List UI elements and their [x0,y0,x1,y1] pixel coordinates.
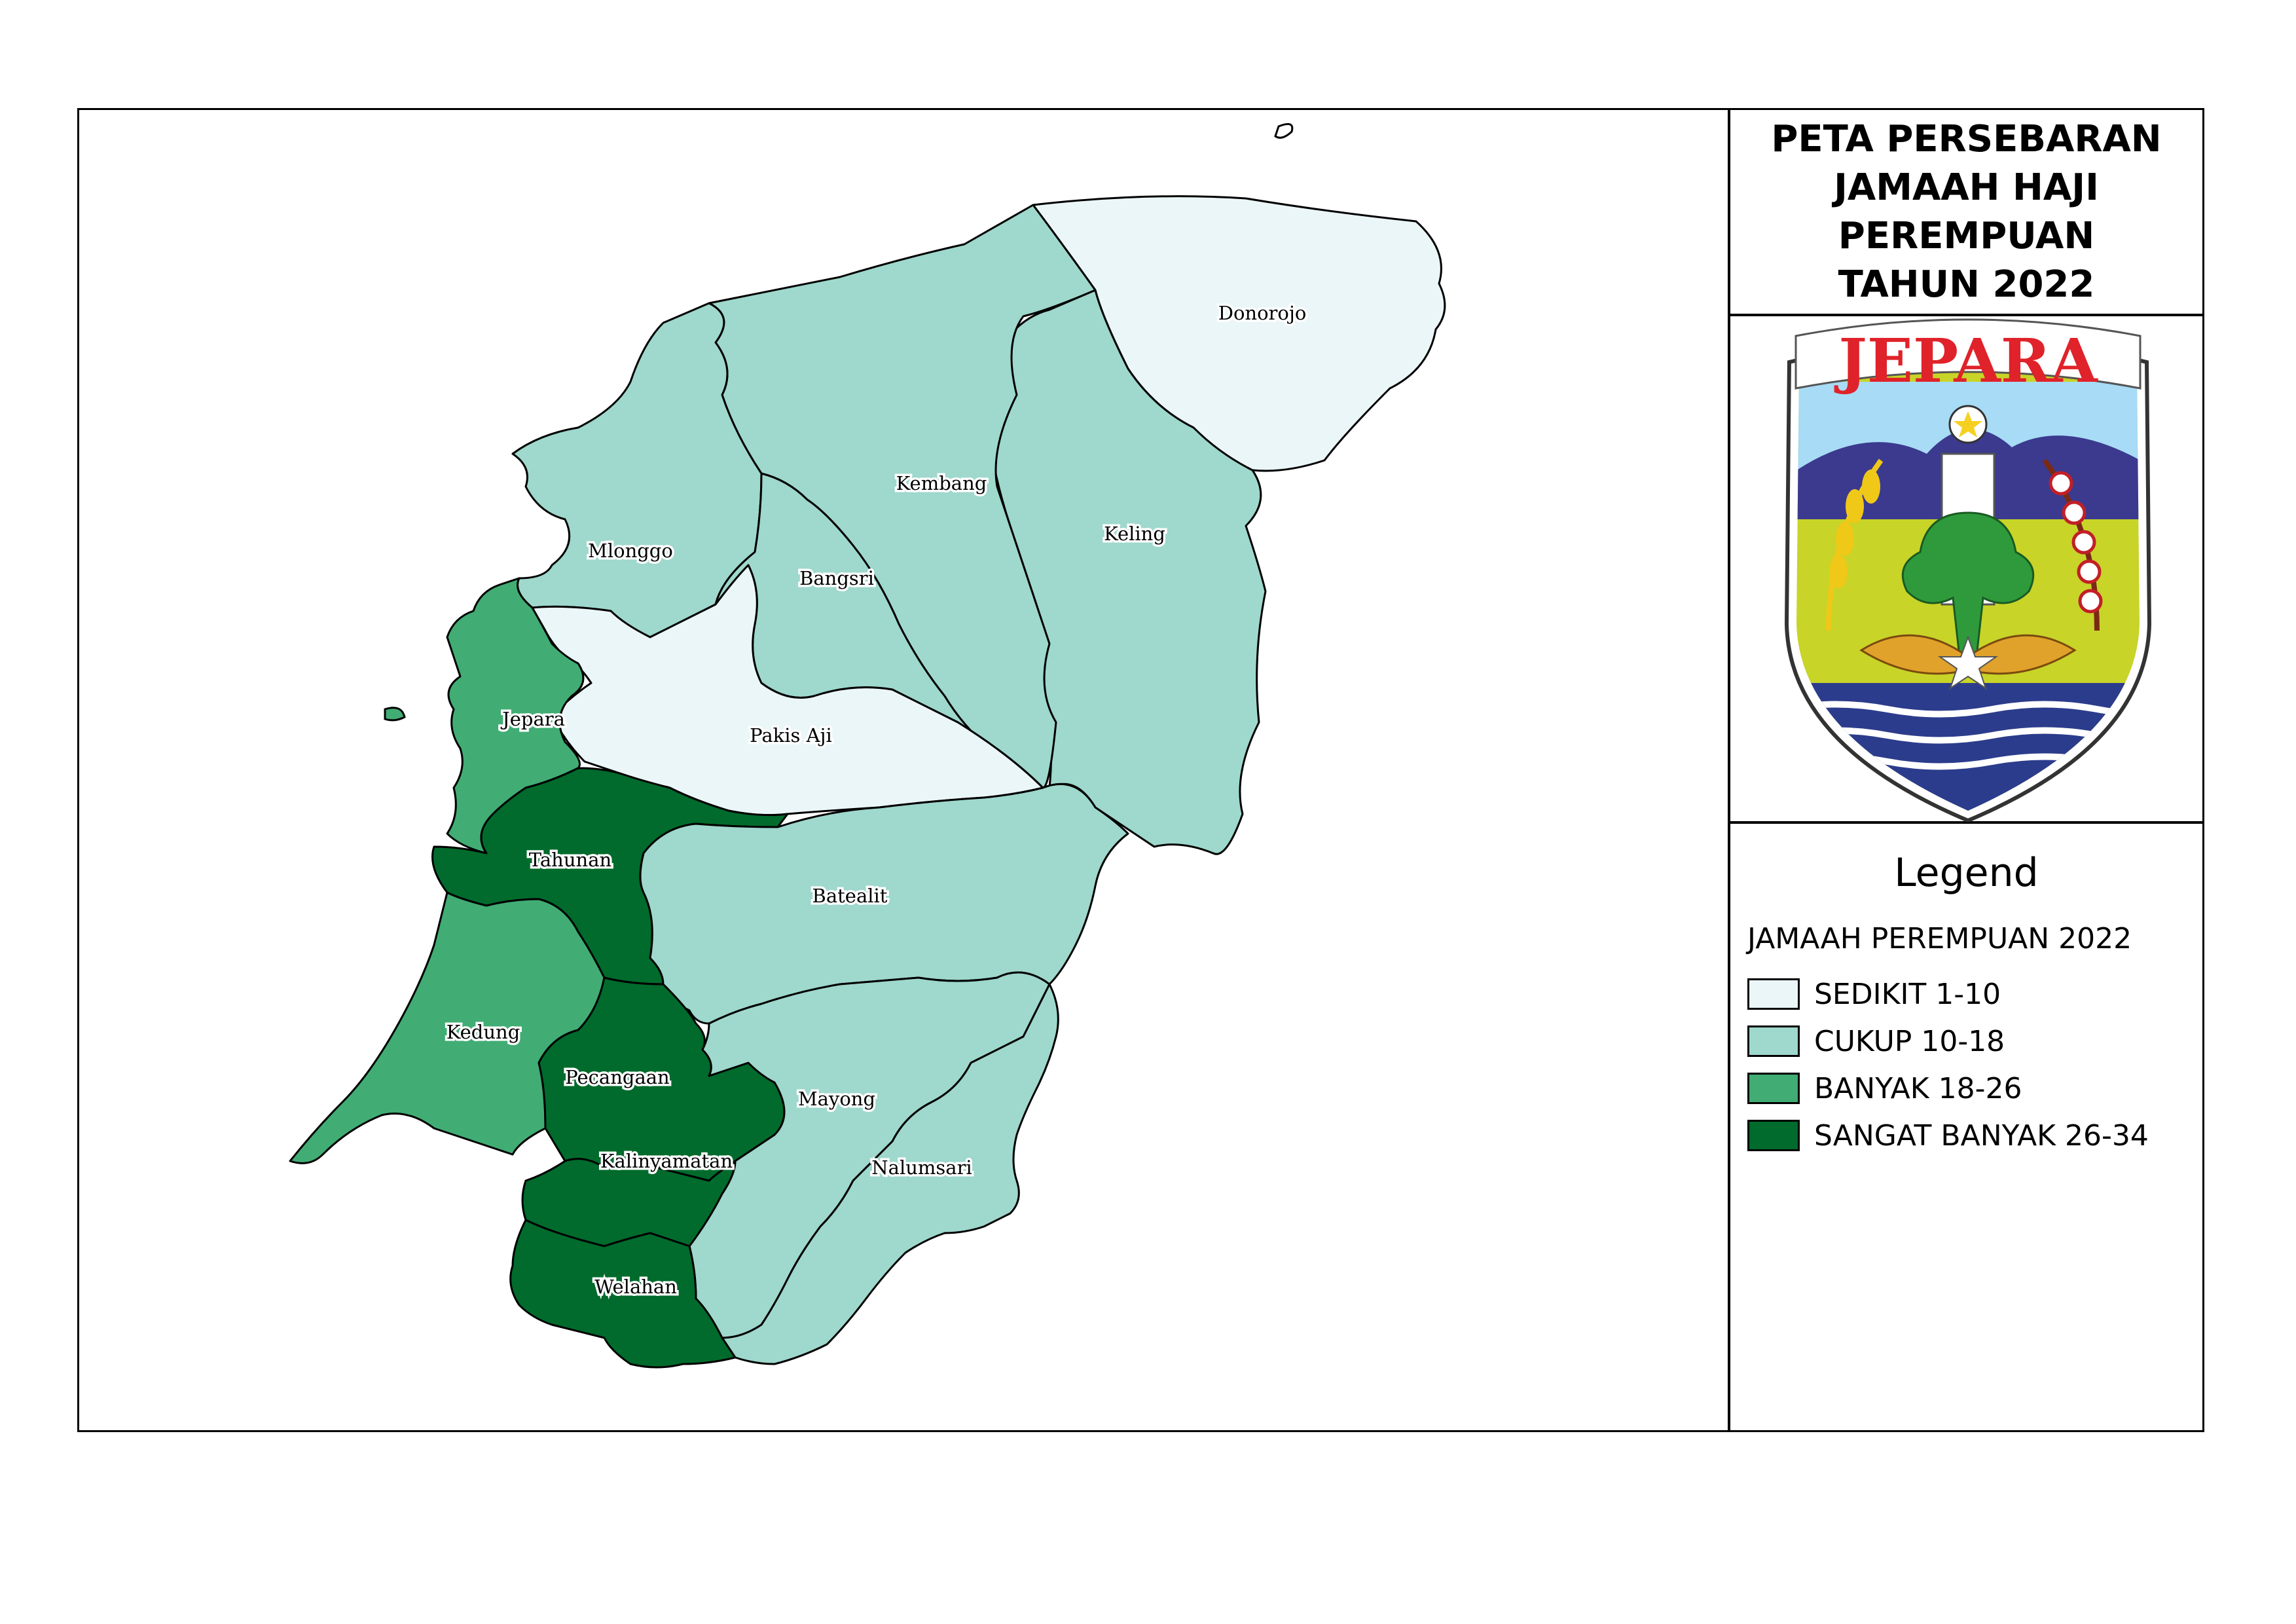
title-line: TAHUN 2022 [1838,263,2095,306]
district-label: Donorojo [1218,302,1307,324]
jepara-emblem-logo: JEPARA [1784,318,2152,823]
map-title: PETA PERSEBARAN JAMAAH HAJI PEREMPUAN TA… [1771,115,2161,309]
district-label: Kalinyamatan [600,1150,733,1172]
legend-label: SEDIKIT 1-10 [1814,977,2001,1011]
emblem-text: JEPARA [1834,325,2098,396]
legend-label: CUKUP 10-18 [1814,1024,2005,1058]
district-label: Kembang [896,472,987,494]
district-label: Bangsri [799,567,874,589]
legend-item: SEDIKIT 1-10 [1747,976,2001,1012]
legend-item: CUKUP 10-18 [1747,1023,2005,1060]
legend-item: BANYAK 18-26 [1747,1070,2022,1107]
legend-subtitle: JAMAAH PEREMPUAN 2022 [1747,922,2132,955]
title-box: PETA PERSEBARAN JAMAAH HAJI PEREMPUAN TA… [1728,108,2204,316]
district-map: Donorojo Kembang Keling Mlonggo Bangsri … [289,122,1446,1369]
legend-swatch [1747,978,1800,1010]
legend-swatch [1747,1025,1800,1057]
district-label: Pakis Aji [750,724,832,747]
district-label: Pecangaan [565,1066,669,1088]
islet [1274,122,1294,139]
district-label: Kedung [446,1021,520,1043]
logo-box: JEPARA [1728,314,2204,823]
legend-swatch [1747,1073,1800,1104]
legend-item: SANGAT BANYAK 26-34 [1747,1117,2149,1154]
district-label: Batealit [812,885,888,907]
district-label: Mayong [798,1088,875,1110]
district-label: Welahan [594,1276,677,1298]
legend-box: Legend JAMAAH PEREMPUAN 2022 SEDIKIT 1-1… [1728,822,2204,1432]
district-kedung[interactable] [289,891,606,1164]
district-label: Tahunan [529,849,611,871]
title-line: PEREMPUAN [1838,214,2095,257]
district-label: Mlonggo [588,540,673,562]
district-label: Jepara [500,708,565,730]
islet [384,707,406,722]
legend-swatch [1747,1120,1800,1151]
legend-heading: Legend [1894,850,2039,896]
title-line: PETA PERSEBARAN [1771,117,2162,160]
legend-label: SANGAT BANYAK 26-34 [1814,1118,2149,1153]
legend-label: BANYAK 18-26 [1814,1071,2022,1105]
title-line: JAMAAH HAJI [1834,166,2099,209]
district-label: Nalumsari [871,1156,972,1179]
district-nalumsari[interactable] [721,983,1059,1365]
district-label: Keling [1104,523,1165,545]
map-frame: Donorojo Kembang Keling Mlonggo Bangsri … [77,108,1730,1432]
district-welahan[interactable] [509,1219,737,1369]
